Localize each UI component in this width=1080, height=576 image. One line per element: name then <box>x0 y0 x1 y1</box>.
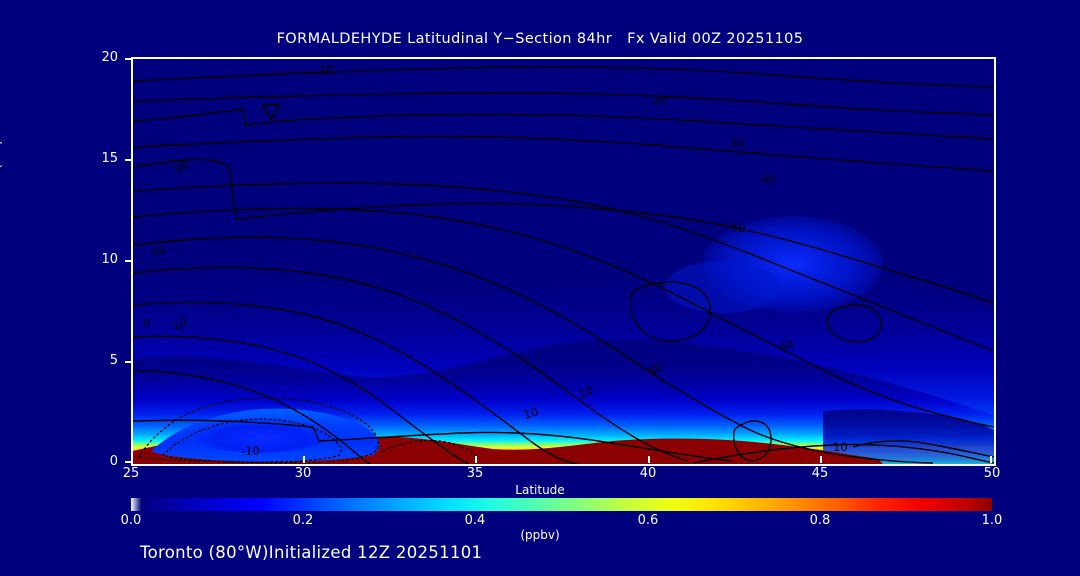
y-tick-mark <box>125 461 132 463</box>
colorbar-tick-label: 0.6 <box>637 513 659 528</box>
contour-label: -10 <box>241 444 260 458</box>
y-tick-label: 5 <box>109 353 118 368</box>
colorbar-tick-label: 0.0 <box>120 513 142 528</box>
contour-label: 30 <box>645 360 665 380</box>
contour-label: 50 <box>731 221 746 235</box>
colorbar-tick-label: 0.2 <box>292 513 314 528</box>
y-tick-label: 20 <box>101 50 118 65</box>
plot-area[interactable]: 10 20 30 30 40 50 20 40 30 20 10 10 0 -1… <box>131 57 996 466</box>
contour-lines <box>133 66 994 464</box>
colorbar-tick-label: 0.8 <box>809 513 831 528</box>
y-tick-mark <box>125 260 132 262</box>
colorbar-tick-label: 1.0 <box>981 513 1003 528</box>
colorbar-tick-label: 0.4 <box>464 513 486 528</box>
x-tick-label: 45 <box>811 466 829 481</box>
contour-label: 0 <box>143 316 150 330</box>
x-tick-mark <box>990 456 992 463</box>
y-tick-label: 0 <box>109 454 118 469</box>
contour-label: 30 <box>172 157 192 176</box>
x-tick-label: 35 <box>466 466 484 481</box>
contour-label: 20 <box>576 383 595 402</box>
contour-label: 20 <box>653 93 668 107</box>
x-tick-mark <box>820 456 822 463</box>
x-tick-label: 50 <box>983 466 1001 481</box>
contour-label: 10 <box>170 315 189 334</box>
contour-label-group: 10 20 30 30 40 50 20 40 30 20 10 10 0 -1… <box>143 61 848 458</box>
y-tick-mark <box>125 58 132 60</box>
y-tick-mark <box>125 361 132 363</box>
contour-label: 30 <box>730 136 745 150</box>
x-tick-mark <box>648 456 650 463</box>
colorbar-units-label: (ppbv) <box>520 528 560 542</box>
x-tick-label: 30 <box>294 466 312 481</box>
y-tick-mark <box>125 159 132 161</box>
tropopause-triangle-icon <box>261 104 281 121</box>
contour-label: 10 <box>318 61 336 78</box>
x-axis-label: Latitude <box>515 483 565 497</box>
x-tick-label: 25 <box>122 466 140 481</box>
contour-lines-negative <box>137 397 478 464</box>
colorbar-gradient <box>131 498 992 511</box>
contour-label: 40 <box>761 172 776 186</box>
contour-label: 20 <box>150 242 168 260</box>
x-tick-mark <box>131 456 133 463</box>
x-tick-label: 40 <box>639 466 657 481</box>
field-jet-inner <box>665 261 781 313</box>
page-title: FORMALDEHYDE Latitudinal Y−Section 84hr … <box>276 31 804 47</box>
footer-label: Toronto (80°W)Initialized 12Z 20251101 <box>140 543 483 562</box>
cross-section-field: 10 20 30 30 40 50 20 40 30 20 10 10 0 -1… <box>133 59 994 464</box>
y-axis-label: Altitude (km) <box>0 140 3 222</box>
x-tick-mark <box>303 456 305 463</box>
contour-label: 10 <box>833 440 848 454</box>
contour-label: 10 <box>522 404 540 421</box>
y-tick-label: 15 <box>101 151 118 166</box>
y-tick-label: 10 <box>101 252 118 267</box>
contour-label: 40 <box>777 336 796 354</box>
x-tick-mark <box>475 456 477 463</box>
colorbar[interactable] <box>131 498 992 511</box>
field-right-shelf <box>823 409 994 464</box>
field-surface-max-band <box>221 436 883 464</box>
